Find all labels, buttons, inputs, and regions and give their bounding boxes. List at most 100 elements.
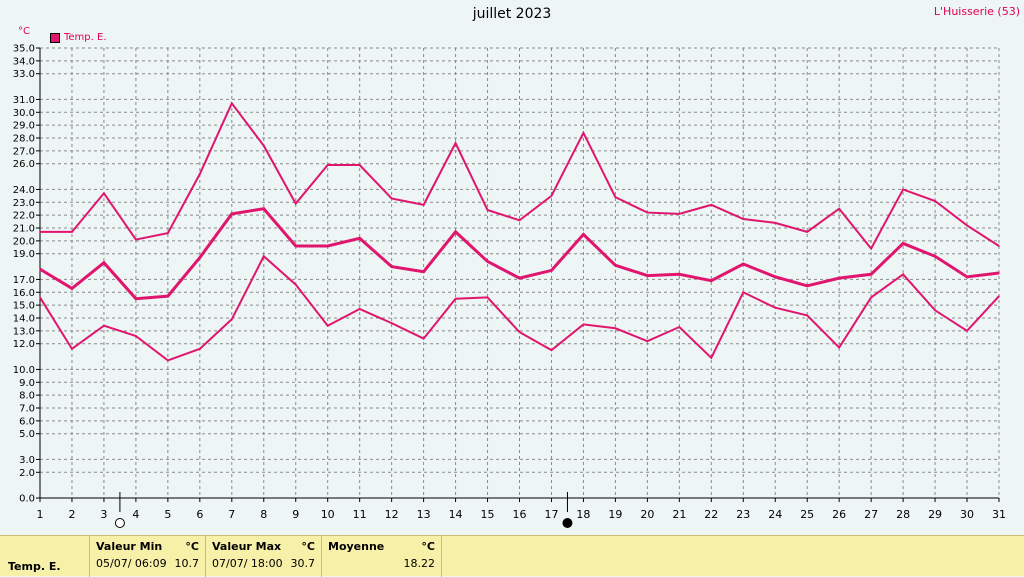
y-tick-label: 2.0 [19,468,35,479]
data-point-max [39,231,41,233]
data-point-max [966,224,968,227]
max-value: 30.7 [290,557,316,570]
data-point-mean [710,279,713,282]
x-tick-label: 15 [481,508,495,521]
data-point-max [326,164,329,166]
x-tick-label: 27 [864,508,878,521]
data-point-min [934,309,936,312]
x-tick-label: 29 [928,508,942,521]
y-tick-label: 15.0 [13,301,35,312]
data-point-min [262,255,265,258]
x-tick-label: 12 [385,508,399,521]
x-tick-label: 6 [196,508,203,521]
y-tick-label: 20.0 [13,236,35,247]
data-point-min [39,296,41,299]
x-tick-label: 8 [260,508,267,521]
data-point-max [806,231,808,233]
mean-value-cell: Moyenne °C 18.22 [322,536,442,577]
data-point-max [614,196,617,198]
data-point-mean [518,277,521,279]
data-point-max [103,192,105,195]
x-tick-label: 3 [100,508,107,521]
y-tick-label: 28.0 [13,134,35,145]
data-point-min [614,327,617,330]
data-point-mean [870,273,872,276]
data-point-min [742,291,745,294]
data-point-mean [742,263,745,265]
x-tick-label: 28 [896,508,910,521]
y-tick-label: 34.0 [13,56,35,67]
data-point-min [902,273,904,276]
footer-sensor-cell: Temp. E. [0,536,90,577]
data-point-max [71,231,73,233]
data-point-mean [582,233,585,236]
data-point-min [710,357,713,359]
y-tick-label: 24.0 [13,185,35,196]
legend: Temp. E. [50,32,107,43]
data-point-max [870,247,872,250]
y-tick-label: 7.0 [19,404,35,415]
data-point-mean [934,255,936,258]
y-tick-label: 27.0 [13,146,35,157]
data-point-mean [486,260,489,263]
x-tick-label: 4 [132,508,139,521]
data-point-min [774,306,777,309]
x-tick-label: 16 [513,508,527,521]
data-point-max [199,173,201,175]
data-point-max [294,202,297,205]
data-point-mean [39,268,41,270]
data-point-max [135,238,137,241]
y-tick-label: 16.0 [13,288,35,299]
data-point-mean [902,242,904,245]
chart-title: juillet 2023 [472,6,552,22]
y-tick-label: 26.0 [13,159,35,170]
data-point-min [103,324,105,327]
y-tick-label: 5.0 [19,429,35,440]
y-tick-label: 29.0 [13,121,35,132]
mean-value: 18.22 [403,557,436,570]
data-point-max [998,245,1000,247]
y-tick-label: 19.0 [13,249,35,260]
data-point-min [486,296,489,299]
data-point-mean [294,245,297,247]
data-point-min [870,296,872,299]
data-point-max [518,219,521,222]
data-point-mean [614,264,617,267]
data-point-mean [646,274,649,277]
y-tick-label: 33.0 [13,69,35,80]
min-date: 05/07/ 06:09 [96,557,167,570]
min-header: Valeur Min [96,540,163,553]
data-point-max [774,222,777,224]
x-tick-label: 9 [292,508,299,521]
x-tick-label: 30 [960,508,974,521]
x-tick-label: 24 [768,508,782,521]
data-point-mean [71,287,73,290]
data-point-mean [550,269,553,272]
data-point-max [934,200,936,202]
data-point-min [646,340,649,342]
data-point-max [742,218,745,220]
max-value-cell: Valeur Max °C 07/07/ 18:00 30.7 [206,536,322,577]
data-point-mean [103,261,105,264]
y-tick-label: 3.0 [19,455,35,466]
y-axis-unit: °C [18,26,30,37]
legend-label: Temp. E. [64,32,107,43]
min-unit: °C [185,540,199,553]
data-point-mean [838,277,840,279]
data-point-mean [358,237,361,240]
data-point-max [550,195,553,197]
x-tick-label: 20 [640,508,654,521]
data-point-max [678,213,681,215]
y-tick-label: 30.0 [13,108,35,119]
x-tick-label: 14 [449,508,463,521]
data-point-mean [262,207,265,210]
data-point-max [454,142,457,144]
data-point-min [326,324,329,327]
x-tick-label: 5 [164,508,171,521]
new-moon-icon [562,518,573,528]
data-point-max [231,102,233,105]
max-header: Valeur Max [212,540,282,553]
data-point-min [998,295,1000,297]
min-value-cell: Valeur Min °C 05/07/ 06:09 10.7 [90,536,206,577]
y-tick-label: 9.0 [19,378,35,389]
